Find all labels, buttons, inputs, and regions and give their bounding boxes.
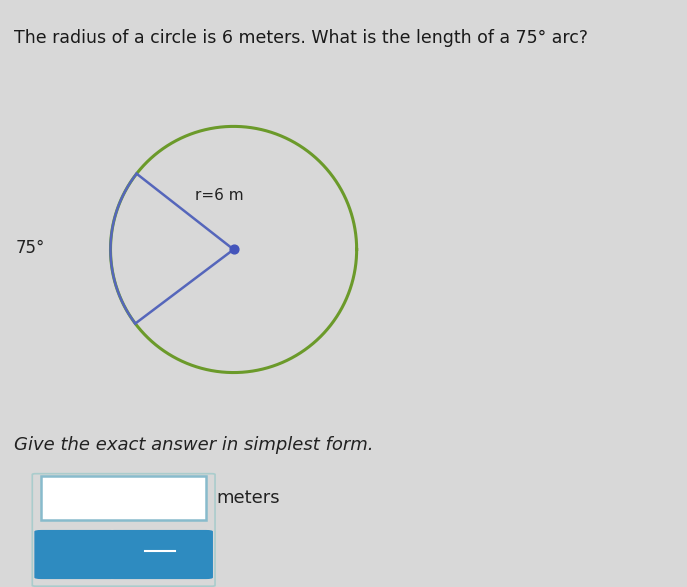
Point (228, 245, 239, 254)
Text: r=6 m: r=6 m (195, 188, 244, 203)
Text: The radius of a circle is 6 meters. What is the length of a 75° arc?: The radius of a circle is 6 meters. What… (14, 29, 588, 47)
Text: π: π (68, 545, 84, 564)
Text: meters: meters (216, 489, 280, 507)
FancyBboxPatch shape (34, 530, 117, 579)
Text: □: □ (154, 554, 166, 568)
FancyBboxPatch shape (107, 530, 213, 579)
Text: □: □ (154, 536, 166, 549)
Text: Give the exact answer in simplest form.: Give the exact answer in simplest form. (14, 437, 373, 454)
Text: 75°: 75° (16, 239, 45, 257)
FancyBboxPatch shape (41, 476, 206, 521)
